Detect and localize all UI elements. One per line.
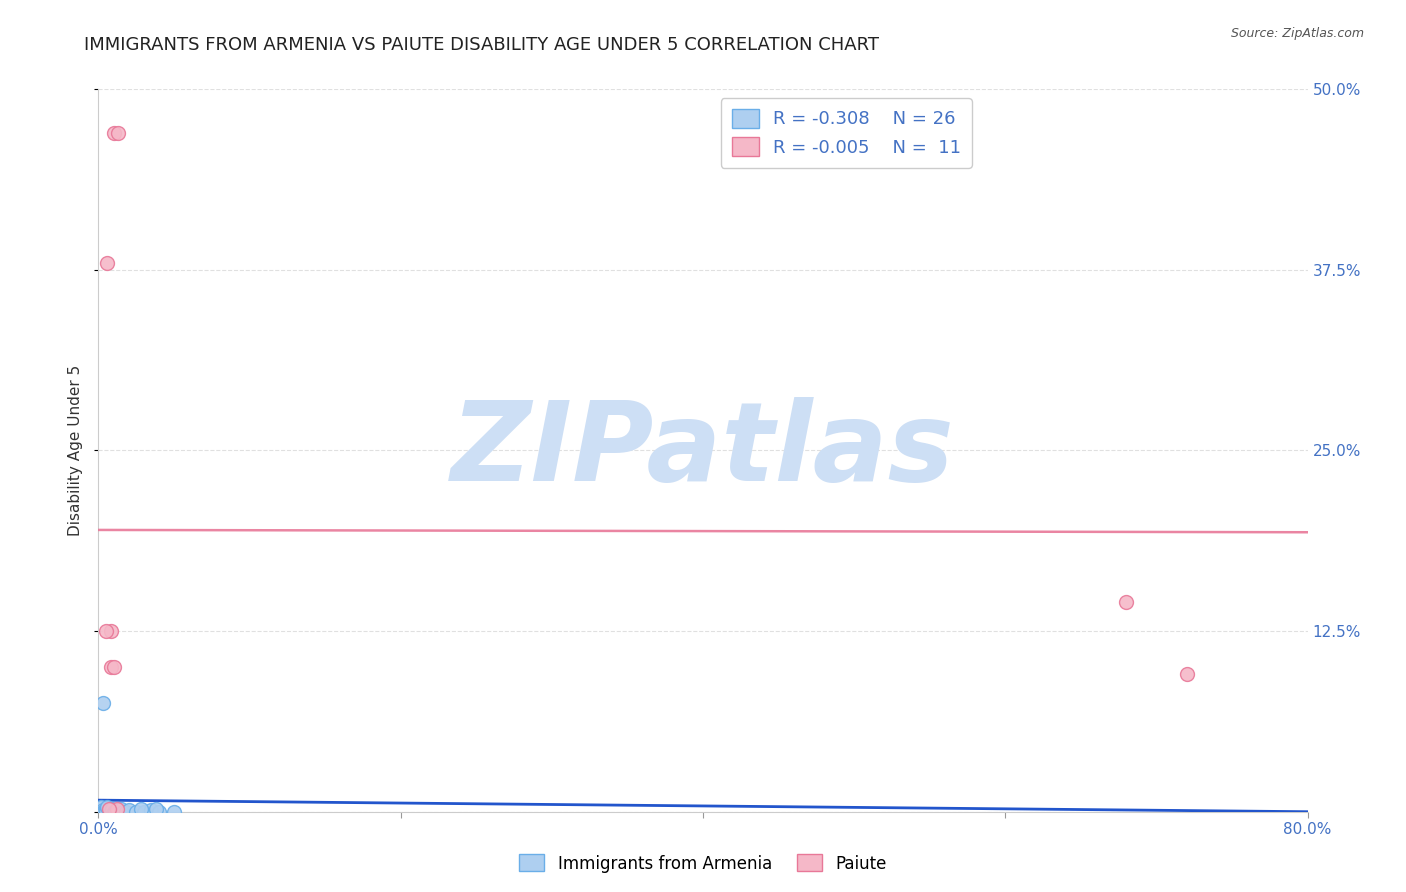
- Point: [103, 126, 125, 140]
- Point: [1115, 595, 1137, 609]
- Point: [93, 805, 115, 819]
- Point: [145, 802, 167, 816]
- Point: [148, 805, 170, 819]
- Point: [91, 805, 114, 819]
- Point: [132, 805, 155, 819]
- Legend: R = -0.308    N = 26, R = -0.005    N =  11: R = -0.308 N = 26, R = -0.005 N = 11: [721, 98, 972, 168]
- Point: [118, 803, 141, 817]
- Point: [91, 696, 114, 710]
- Point: [101, 802, 124, 816]
- Point: [103, 805, 125, 819]
- Y-axis label: Disability Age Under 5: Disability Age Under 5: [67, 365, 83, 536]
- Point: [90, 800, 112, 814]
- Point: [141, 803, 163, 817]
- Point: [100, 805, 122, 819]
- Point: [94, 624, 117, 639]
- Text: Source: ZipAtlas.com: Source: ZipAtlas.com: [1230, 27, 1364, 40]
- Point: [103, 660, 125, 674]
- Point: [125, 805, 148, 819]
- Point: [94, 805, 117, 819]
- Point: [111, 805, 134, 819]
- Point: [94, 802, 117, 816]
- Point: [114, 805, 136, 819]
- Point: [163, 805, 186, 819]
- Point: [129, 802, 152, 816]
- Point: [104, 805, 127, 819]
- Text: ZIPatlas: ZIPatlas: [451, 397, 955, 504]
- Point: [96, 255, 118, 269]
- Point: [107, 126, 129, 140]
- Point: [105, 802, 128, 816]
- Legend: Immigrants from Armenia, Paiute: Immigrants from Armenia, Paiute: [513, 847, 893, 880]
- Point: [100, 624, 122, 639]
- Point: [107, 805, 129, 819]
- Point: [98, 802, 121, 816]
- Point: [89, 802, 111, 816]
- Point: [98, 803, 121, 817]
- Point: [91, 803, 114, 817]
- Point: [96, 800, 118, 814]
- Point: [110, 802, 132, 816]
- Point: [1175, 667, 1198, 681]
- Point: [100, 660, 122, 674]
- Text: IMMIGRANTS FROM ARMENIA VS PAIUTE DISABILITY AGE UNDER 5 CORRELATION CHART: IMMIGRANTS FROM ARMENIA VS PAIUTE DISABI…: [84, 36, 879, 54]
- Point: [105, 803, 128, 817]
